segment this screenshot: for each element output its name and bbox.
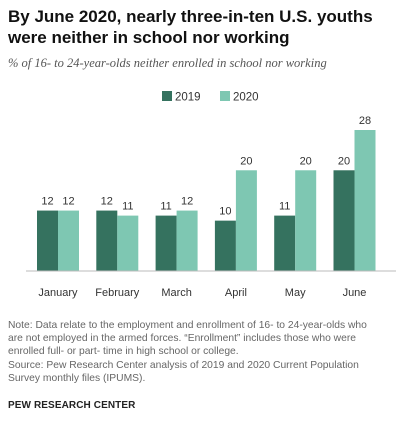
- legend-label-2020: 2020: [233, 92, 259, 104]
- data-label-2020-april: 20: [240, 155, 252, 167]
- data-label-2020-january: 12: [62, 196, 74, 208]
- chart-title: By June 2020, nearly three-in-ten U.S. y…: [8, 7, 373, 47]
- x-tick-label-april: April: [225, 287, 247, 299]
- data-label-2019-april: 10: [219, 206, 231, 218]
- source-line: Source: Pew Research Center analysis of …: [8, 359, 359, 371]
- x-tick-label-june: June: [343, 287, 367, 299]
- source-line: Survey monthly files (IPUMS).: [8, 372, 146, 384]
- legend-swatch-2020: [220, 91, 230, 101]
- bar-2019-may: [274, 215, 296, 271]
- bar-2019-january: [37, 210, 58, 271]
- x-tick-labels: January February March April May June: [38, 287, 366, 299]
- x-tick-label-february: February: [95, 287, 140, 299]
- x-tick-label-may: May: [285, 287, 306, 299]
- bar-2019-june: [333, 170, 355, 271]
- data-label-2019-march: 11: [160, 201, 171, 213]
- bar-2020-january: [58, 210, 79, 271]
- data-label-2020-june: 28: [359, 115, 371, 127]
- note-line: are not employed in the armed forces. “E…: [8, 333, 356, 345]
- data-label-2019-may: 11: [279, 201, 290, 213]
- legend-swatch-2019: [162, 91, 172, 101]
- chart-subtitle: % of 16- to 24-year-olds neither enrolle…: [8, 56, 327, 70]
- bar-2019-february: [96, 210, 118, 271]
- bar-2020-june: [354, 130, 376, 271]
- bars: [37, 130, 376, 271]
- bar-2020-march: [176, 210, 198, 271]
- data-label-2019-june: 20: [338, 155, 350, 167]
- legend-label-2019: 2019: [175, 92, 201, 104]
- note-line: Note: Data relate to the employment and …: [8, 320, 367, 331]
- bar-2020-february: [117, 215, 139, 271]
- x-tick-label-march: March: [161, 287, 192, 299]
- bar-2019-april: [214, 220, 236, 271]
- note: Note: Data relate to the employment and …: [8, 319, 413, 385]
- data-label-2020-march: 12: [181, 196, 193, 208]
- bar-2020-may: [295, 170, 317, 271]
- legend: 2019 2020: [162, 91, 259, 104]
- data-label-2019-february: 12: [101, 196, 113, 208]
- data-label-2020-february: 11: [122, 201, 133, 213]
- footer-brand: PEW RESEARCH CENTER: [8, 400, 136, 411]
- note-line: enrolled full- or part- time in high sch…: [8, 346, 239, 358]
- data-labels: 12 12 12 11 11 12 10 20 11 20 20 28: [41, 115, 371, 218]
- data-label-2019-january: 12: [41, 196, 53, 208]
- x-tick-label-january: January: [38, 287, 78, 299]
- data-label-2020-may: 20: [300, 155, 312, 167]
- bar-2019-march: [155, 215, 177, 271]
- bar-2020-april: [235, 170, 257, 271]
